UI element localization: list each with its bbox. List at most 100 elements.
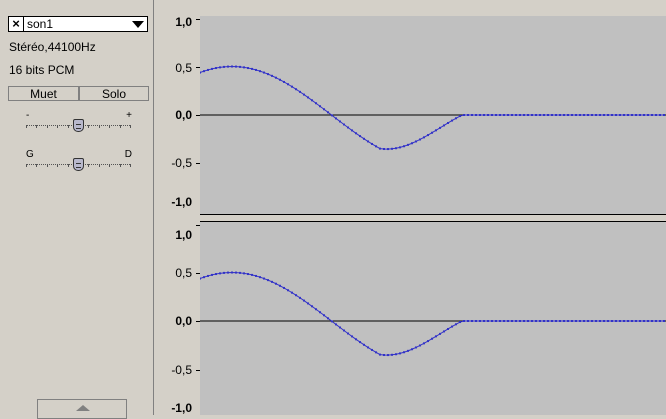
sample-point: [463, 320, 465, 322]
sample-point: [291, 85, 293, 88]
sample-point: [623, 320, 625, 322]
channel-background[interactable]: [200, 222, 666, 415]
ruler-tick: [196, 225, 200, 226]
sample-point: [371, 348, 373, 351]
solo-button[interactable]: Solo: [79, 86, 149, 101]
sample-point: [591, 114, 593, 116]
sample-point: [311, 305, 313, 308]
sample-point: [223, 65, 225, 68]
sample-point: [279, 78, 281, 81]
pan-slider[interactable]: G D: [26, 150, 136, 180]
waveform-display[interactable]: [200, 16, 666, 415]
sample-point: [423, 136, 425, 139]
sample-point: [527, 114, 529, 116]
track-format-label: Stéréo,44100Hz: [9, 40, 96, 54]
sample-point: [479, 114, 481, 116]
ruler-tick: [196, 370, 200, 371]
sample-point: [255, 68, 257, 71]
sample-point: [431, 131, 433, 134]
slider-tick: [88, 125, 90, 128]
sample-point: [551, 320, 553, 322]
sample-point: [451, 325, 453, 328]
sample-point: [619, 320, 621, 322]
gain-slider-thumb[interactable]: [72, 119, 84, 132]
sample-point: [563, 114, 565, 116]
sample-point: [411, 348, 413, 351]
sample-point: [539, 114, 541, 116]
sample-point: [531, 114, 533, 116]
sample-point: [627, 114, 629, 116]
ruler-top-label: 0,5: [175, 61, 192, 75]
sample-point: [503, 114, 505, 116]
sample-point: [251, 273, 253, 276]
sample-point: [483, 114, 485, 116]
sample-point: [479, 320, 481, 322]
sample-point: [323, 108, 325, 111]
sample-point: [443, 124, 445, 127]
sample-point: [595, 320, 597, 322]
sample-point: [391, 147, 393, 150]
collapse-track-button[interactable]: [37, 399, 127, 419]
sample-point: [471, 114, 473, 116]
sample-point: [255, 274, 257, 277]
sample-point: [319, 105, 321, 108]
sample-point: [615, 114, 617, 116]
slider-tick: [57, 164, 59, 167]
sample-point: [387, 148, 389, 151]
sample-point: [651, 320, 653, 322]
sample-point: [439, 126, 441, 129]
sample-point: [451, 119, 453, 122]
sample-point: [223, 271, 225, 274]
sample-point: [295, 88, 297, 91]
sample-point: [327, 317, 329, 320]
sample-point: [595, 114, 597, 116]
gain-slider[interactable]: - +: [26, 111, 136, 141]
sample-point: [459, 115, 461, 118]
sample-point: [587, 320, 589, 322]
sample-point: [471, 320, 473, 322]
sample-point: [487, 114, 489, 116]
sample-point: [315, 102, 317, 105]
slider-tick: [130, 125, 131, 128]
track-title-bar[interactable]: × son1: [8, 16, 148, 32]
sample-point: [575, 114, 577, 116]
slider-tick: [46, 125, 48, 128]
amplitude-ruler-top: 1,0 0,5 0,0 -0,5 -1,0: [154, 16, 200, 214]
sample-point: [251, 67, 253, 70]
sample-point: [435, 129, 437, 132]
sample-point: [299, 296, 301, 299]
sample-point: [635, 114, 637, 116]
ruler-tick: [196, 115, 200, 116]
sample-point: [555, 320, 557, 322]
sample-point: [363, 137, 365, 140]
sample-point: [371, 142, 373, 145]
sample-point: [331, 320, 333, 323]
sample-point: [631, 114, 633, 116]
pan-slider-thumb[interactable]: [72, 158, 84, 171]
waveform-area[interactable]: [200, 16, 666, 415]
sample-point: [419, 344, 421, 347]
sample-point: [627, 320, 629, 322]
sample-point: [647, 320, 649, 322]
sample-point: [239, 65, 241, 68]
sample-point: [447, 327, 449, 330]
mute-button[interactable]: Muet: [8, 86, 79, 101]
track-menu-dropdown-icon[interactable]: [132, 21, 144, 28]
sample-point: [215, 273, 217, 276]
sample-point: [339, 326, 341, 329]
sample-point: [619, 114, 621, 116]
sample-point: [571, 114, 573, 116]
sample-point: [655, 320, 657, 322]
sample-point: [607, 320, 609, 322]
slider-tick: [109, 125, 111, 128]
close-track-button[interactable]: ×: [9, 17, 24, 31]
sample-point: [495, 320, 497, 322]
sample-point: [271, 280, 273, 283]
sample-point: [219, 66, 221, 69]
sample-point: [367, 346, 369, 349]
sample-point: [659, 320, 661, 322]
ruler-bottom-label: -1,0: [171, 401, 192, 415]
ruler-tick: [196, 67, 200, 68]
slider-tick: [67, 125, 69, 128]
sample-point: [547, 320, 549, 322]
